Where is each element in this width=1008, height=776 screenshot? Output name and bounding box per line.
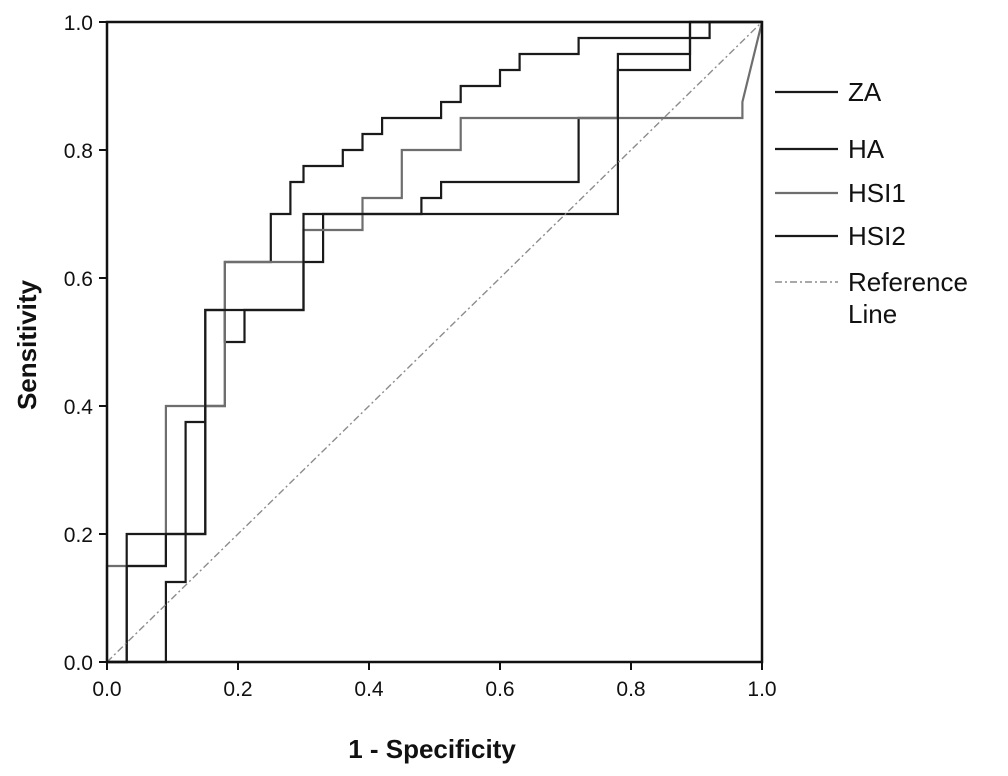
x-tick-label: 0.2 bbox=[223, 678, 252, 701]
y-tick-label: 0.2 bbox=[64, 524, 93, 547]
y-tick-label: 0.4 bbox=[64, 396, 94, 419]
y-tick-label: 0.8 bbox=[64, 140, 93, 163]
series-line-hsi2 bbox=[107, 20, 762, 664]
x-axis-title: 1 - Specificity bbox=[348, 734, 516, 764]
x-tick-label: 0.8 bbox=[616, 678, 645, 701]
series-line-reference-line bbox=[106, 21, 763, 663]
y-tick-label: 0.6 bbox=[64, 268, 93, 291]
series-layer bbox=[105, 20, 764, 664]
legend-label-za: ZA bbox=[848, 77, 882, 107]
y-tick-label: 0.0 bbox=[64, 652, 93, 675]
axes-layer bbox=[105, 20, 764, 664]
y-axis-title: Sensitivity bbox=[12, 279, 42, 410]
y-tick-label: 1.0 bbox=[64, 12, 93, 35]
legend-label-reference-line2: Line bbox=[848, 299, 897, 329]
plot-frame bbox=[105, 20, 764, 664]
x-tick-label: 0.6 bbox=[485, 678, 514, 701]
ticks-layer: 0.0 0.2 0.4 0.6 0.8 1.0 0.0 0.2 0.4 0.6 0.8 1.0 bbox=[64, 12, 777, 701]
legend-label-hsi2: HSI2 bbox=[848, 221, 906, 251]
x-tick-label: 0.4 bbox=[354, 678, 384, 701]
legend-label-hsi1: HSI1 bbox=[848, 178, 906, 208]
legend-label-ha: HA bbox=[848, 134, 885, 164]
legend-label-reference: Reference bbox=[848, 267, 968, 297]
series-line-ha bbox=[107, 20, 762, 664]
x-tick-label: 0.0 bbox=[92, 678, 121, 701]
x-tick-label: 1.0 bbox=[747, 678, 776, 701]
